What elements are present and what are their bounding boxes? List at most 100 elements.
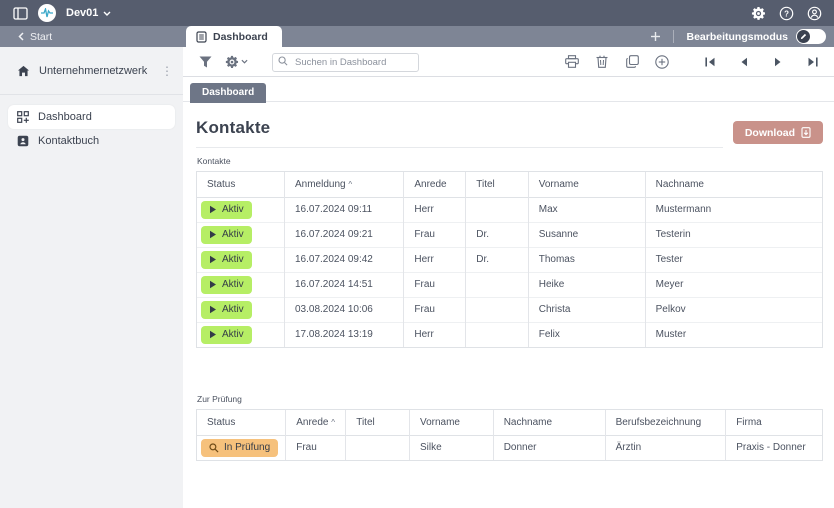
sidebar-item-label: Dashboard [38, 111, 92, 123]
add-circle-icon[interactable] [652, 52, 672, 72]
plus-icon [651, 32, 661, 41]
tab-label: Dashboard [213, 30, 268, 43]
table-cell: 03.08.2024 10:06 [284, 297, 405, 322]
table-cell: 16.07.2024 14:51 [284, 272, 405, 297]
column-header[interactable]: Vorname [409, 410, 494, 435]
back-label: Start [30, 30, 53, 43]
prev-page-icon[interactable] [734, 52, 754, 72]
column-header[interactable]: Vorname [528, 172, 646, 197]
column-header[interactable]: Titel [465, 172, 529, 197]
download-label: Download [744, 126, 795, 139]
table-row[interactable]: Aktiv 16.07.2024 14:51 Frau Heike Meyer [197, 272, 822, 297]
table-cell: Ärztin [605, 435, 727, 460]
table-cell [345, 435, 410, 460]
status-label: Aktiv [222, 254, 244, 265]
search-icon [278, 55, 288, 65]
play-icon [210, 331, 216, 339]
status-label: Aktiv [222, 304, 244, 315]
table-cell: 16.07.2024 09:11 [284, 197, 405, 222]
table-cell: 17.08.2024 13:19 [284, 322, 405, 347]
table-cell: Pelkov [655, 304, 686, 315]
download-button[interactable]: Download [732, 121, 823, 144]
play-icon [210, 280, 216, 289]
table-cell: Frau [285, 435, 347, 460]
table-row[interactable]: Aktiv 16.07.2024 09:11 Herr Max Mustermann [197, 197, 822, 222]
column-header[interactable]: Berufsbezeichnung [605, 410, 727, 435]
table-row[interactable]: Aktiv 17.08.2024 13:19 Herr Felix Muster [197, 322, 822, 347]
table-cell [465, 322, 529, 347]
column-header[interactable]: Anmeldung ^ [284, 172, 405, 197]
dashboard-content: Kontakte Download Kontakte Status Anmeldu… [183, 102, 834, 507]
more-options-icon[interactable]: ⋮ [161, 64, 173, 78]
network-label: Unternehmernetzwerk [39, 65, 148, 77]
column-header[interactable]: Titel [345, 410, 410, 435]
table-cell: Tester [655, 254, 683, 265]
chevron-down-icon [241, 59, 248, 64]
column-header[interactable]: Anrede [403, 172, 467, 197]
search-input[interactable] [272, 52, 419, 72]
home-icon [17, 65, 30, 77]
table-cell: Susanne [528, 222, 646, 247]
table-cell: Dr. [465, 247, 529, 272]
table-cell: Mustermann [655, 204, 712, 215]
play-icon [210, 305, 216, 314]
sort-asc-icon: ^ [331, 417, 336, 427]
magnifier-icon [209, 443, 219, 453]
column-header[interactable]: Status [197, 172, 285, 197]
table-row[interactable]: Aktiv 16.07.2024 09:42 Herr Dr. Thomas Tester [197, 247, 822, 272]
table-cell: Meyer [655, 279, 684, 290]
table-row[interactable]: In Prüfung Frau Silke Donner Ärztin Praxis - … [197, 435, 822, 460]
table-cell: Thomas [528, 247, 646, 272]
play-icon [210, 255, 216, 264]
table-row[interactable]: Aktiv 03.08.2024 10:06 Frau Christa Pelkov [197, 297, 822, 322]
status-badge: Aktiv [201, 200, 252, 219]
filter-icon[interactable] [195, 52, 215, 72]
sidebar-network[interactable]: Unternehmernetzwerk ⋮ [0, 60, 183, 82]
edit-mode-toggle[interactable] [796, 29, 826, 44]
table-cell [465, 297, 529, 322]
settings-icon [225, 55, 239, 68]
print-icon[interactable] [562, 52, 582, 72]
status-badge: In Prüfung [201, 438, 279, 457]
document-icon [196, 30, 207, 43]
download-file-icon [801, 127, 811, 138]
subtab-dashboard[interactable]: Dashboard [190, 82, 267, 103]
tab-bar: Start Dashboard Bearbeitungsmodus [0, 26, 834, 47]
table-row[interactable]: Aktiv 16.07.2024 09:21 Frau Dr. Susanne Teste… [197, 222, 822, 247]
settings-dropdown[interactable] [225, 55, 248, 69]
table-cell: Testerin [655, 229, 691, 240]
column-header[interactable]: Firma [736, 416, 762, 428]
app-avatar-waveform[interactable] [38, 4, 56, 22]
sidebar-item-dashboard[interactable]: Dashboard [8, 105, 175, 129]
tabbar-divider [673, 30, 675, 43]
status-label: Aktiv [222, 279, 244, 290]
status-label: Aktiv [222, 204, 244, 215]
table-cell: Silke [409, 435, 494, 460]
delete-icon[interactable] [592, 52, 612, 72]
first-page-icon[interactable] [700, 52, 720, 72]
zur-pruefung-table-section: Zur Prüfung Status Anrede ^ Titel Vorname Na… [196, 394, 823, 461]
add-tab-button[interactable] [638, 26, 673, 47]
dashboard-toolbar [183, 47, 834, 77]
next-page-icon[interactable] [768, 52, 788, 72]
column-header[interactable]: Status [197, 410, 287, 435]
status-label: Aktiv [222, 329, 244, 341]
column-header[interactable]: Anrede ^ [285, 410, 347, 435]
chevron-left-icon [18, 32, 24, 41]
last-page-icon[interactable] [802, 52, 822, 72]
account-icon[interactable] [804, 3, 824, 23]
tab-dashboard[interactable]: Dashboard [186, 26, 282, 47]
sidebar-toggle-icon[interactable] [10, 3, 30, 23]
table-cell: Heike [528, 272, 646, 297]
gear-icon[interactable] [748, 3, 768, 23]
column-header[interactable]: Nachname [493, 410, 606, 435]
table-cell: Muster [655, 329, 687, 341]
workspace-switcher[interactable]: Dev01 [66, 7, 111, 19]
copy-icon[interactable] [622, 52, 642, 72]
back-to-start[interactable]: Start [0, 26, 183, 47]
help-icon[interactable]: ? [776, 3, 796, 23]
table-cell: Frau [403, 297, 467, 322]
status-badge: Aktiv [201, 325, 252, 344]
column-header[interactable]: Nachname [655, 178, 704, 190]
sidebar-item-kontaktbuch[interactable]: Kontaktbuch [8, 129, 175, 153]
